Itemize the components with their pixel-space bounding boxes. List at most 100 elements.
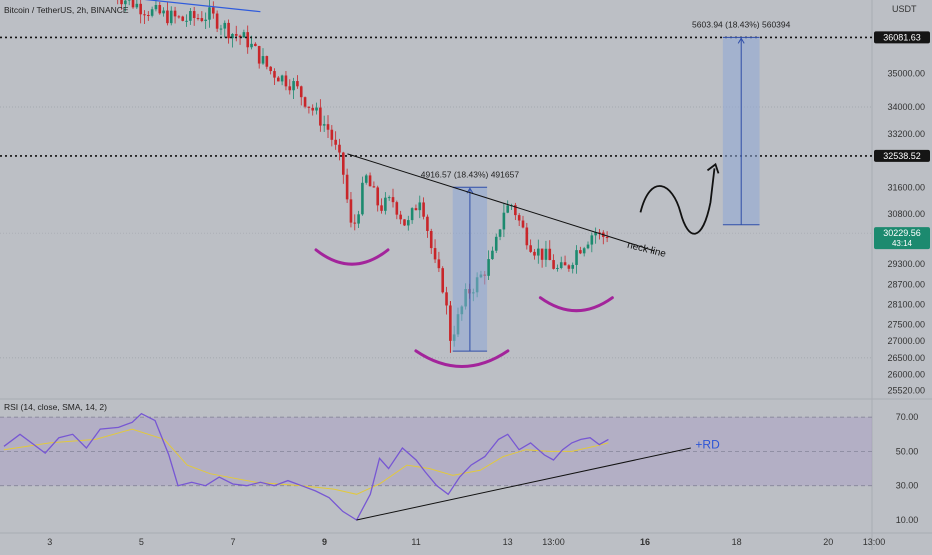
time-tick-label: 5: [139, 537, 144, 547]
candle-body: [521, 220, 525, 228]
left-shoulder-arc: [314, 248, 390, 266]
candle-body: [437, 259, 441, 269]
divergence-label: +RD: [695, 438, 720, 452]
candle-body: [536, 248, 540, 256]
candle-body: [372, 186, 376, 188]
candle-body: [284, 75, 288, 87]
time-tick-label: 13: [503, 537, 513, 547]
candle-body: [227, 22, 230, 39]
candle-body: [154, 5, 158, 10]
candle-body: [361, 182, 364, 215]
candle-body: [212, 7, 215, 14]
time-tick-label: 7: [230, 537, 235, 547]
candle-body: [414, 208, 418, 211]
candle-body: [158, 5, 162, 14]
price-tick-label: 26500.00: [887, 353, 925, 363]
candle-body: [261, 56, 265, 64]
candle-body: [124, 0, 127, 5]
candle-body: [242, 32, 246, 38]
time-tick-label: 16: [640, 537, 650, 547]
candle-body: [422, 202, 425, 217]
candle-body: [147, 15, 150, 17]
candle-body: [525, 227, 529, 246]
candle-body: [189, 11, 192, 21]
candle-body: [192, 11, 196, 19]
candle-body: [173, 10, 177, 17]
rsi-line: [3, 412, 609, 521]
rsi-tick-label: 50.00: [896, 446, 919, 456]
candle-body: [571, 264, 575, 269]
candle-body: [345, 174, 349, 200]
candle-body: [234, 34, 238, 36]
candle-body: [254, 43, 257, 47]
candle-body: [567, 265, 571, 269]
candle-body: [357, 214, 360, 224]
candle-body: [384, 197, 387, 211]
measure-2-label: 5603.94 (18.43%) 560394: [692, 19, 791, 29]
candle-body: [563, 262, 567, 266]
candle-body: [338, 144, 341, 153]
price-tick-label: 31600.00: [887, 182, 925, 192]
candle-body: [364, 175, 368, 183]
candle-body: [219, 28, 223, 30]
rsi-title: RSI (14, close, SMA, 14, 2): [4, 402, 107, 412]
candle-body: [410, 208, 414, 221]
candle-body: [586, 244, 590, 249]
candle-body: [162, 10, 165, 14]
candle-body: [299, 86, 303, 98]
candle-body: [529, 245, 532, 252]
candle-body: [280, 75, 284, 82]
candle-body: [487, 259, 490, 276]
candle-body: [334, 139, 337, 145]
candle-body: [353, 222, 357, 224]
candle-body: [150, 9, 154, 16]
time-tick-label: 11: [411, 537, 420, 547]
price-label-box: [874, 31, 930, 44]
candle-body: [376, 187, 380, 206]
candle-body: [265, 56, 269, 67]
time-tick-label: 18: [732, 537, 742, 547]
candle-body: [349, 199, 353, 223]
chart-title: Bitcoin / TetherUS, 2h, BINANCE: [4, 5, 129, 15]
candle-body: [296, 81, 299, 87]
candle-body: [273, 71, 276, 78]
candle-body: [368, 175, 372, 187]
candle-body: [303, 97, 307, 107]
price-tick-label: 34000.00: [887, 102, 925, 112]
neckline: [347, 153, 655, 252]
candle-body: [494, 236, 498, 251]
measure-1-label: 4916.57 (18.43%) 491657: [421, 169, 520, 179]
candle-body: [395, 202, 399, 215]
candle-body: [552, 260, 555, 269]
candle-body: [533, 251, 536, 256]
time-tick-label: 13:00: [863, 537, 886, 547]
candle-body: [575, 250, 578, 265]
candle-body: [590, 235, 594, 245]
candle-body: [322, 124, 326, 126]
candle-body: [502, 212, 506, 230]
rsi-tick-label: 70.00: [896, 412, 919, 422]
candle-body: [403, 219, 406, 226]
candle-body: [540, 248, 544, 260]
candle-body: [326, 124, 330, 130]
candle-body: [215, 13, 219, 29]
price-label: 36081.63: [883, 32, 921, 42]
candle-body: [579, 250, 582, 254]
candle-body: [330, 129, 334, 140]
candle-body: [177, 16, 181, 18]
price-tick-label: 27500.00: [887, 319, 925, 329]
currency-label[interactable]: USDT: [892, 4, 917, 14]
price-label-countdown: 43:14: [892, 239, 913, 248]
candle-body: [269, 66, 272, 72]
candle-body: [127, 0, 131, 1]
projection-curve: [639, 168, 716, 235]
head-arc: [414, 349, 510, 368]
candle-body: [200, 18, 204, 21]
candle-body: [135, 3, 139, 8]
candle-body: [399, 214, 402, 220]
candle-body: [120, 0, 123, 5]
candle-body: [559, 262, 563, 268]
candle-body: [292, 81, 295, 91]
